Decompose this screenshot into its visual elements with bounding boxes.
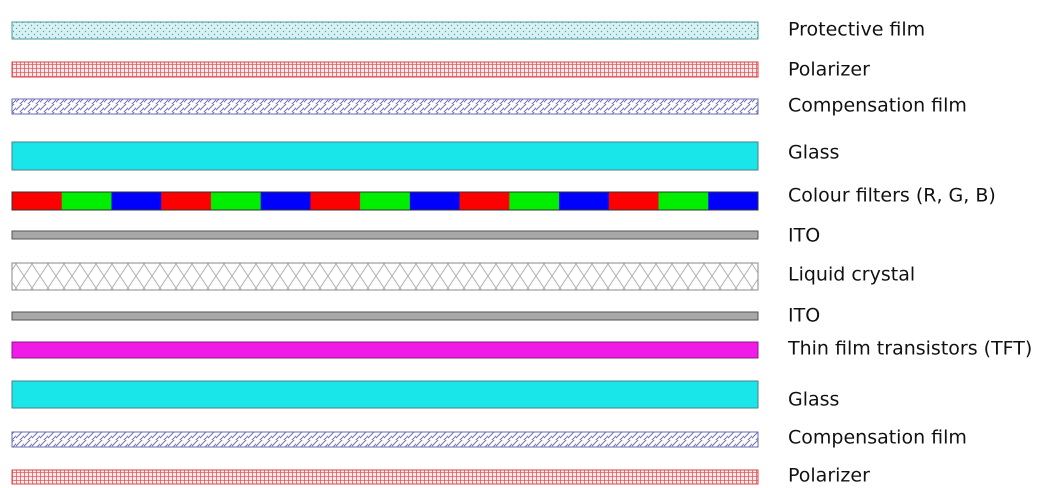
colour-filters-border bbox=[11, 191, 759, 211]
colour-filter-cell bbox=[360, 192, 411, 210]
glass-top-bar bbox=[11, 141, 759, 171]
colour-filter-cell bbox=[708, 192, 759, 210]
layer-ito-bottom: ITO bbox=[11, 305, 820, 327]
ito-top-bar bbox=[11, 230, 759, 240]
polarizer-bottom-label: Polarizer bbox=[788, 465, 870, 487]
colour-filter-cell bbox=[161, 192, 212, 210]
colour-filter-cell bbox=[12, 192, 63, 210]
colour-filter-cell bbox=[111, 192, 162, 210]
layer-ito-top: ITO bbox=[11, 225, 820, 247]
colour-filter-cell bbox=[658, 192, 709, 210]
colour-filter-cell bbox=[210, 192, 261, 210]
layer-colour-filters: Colour filters (R, G, B) bbox=[11, 185, 996, 211]
glass-bottom-bar bbox=[11, 380, 759, 409]
ito-bottom-label: ITO bbox=[788, 305, 820, 327]
layer-glass-bottom: Glass bbox=[11, 380, 839, 411]
layer-tft: Thin film transistors (TFT) bbox=[11, 338, 1032, 360]
ito-top-label: ITO bbox=[788, 225, 820, 247]
liquid-crystal-label: Liquid crystal bbox=[788, 264, 915, 286]
colour-filter-cell bbox=[608, 192, 659, 210]
colour-filter-cell bbox=[459, 192, 510, 210]
glass-top-label: Glass bbox=[788, 142, 839, 164]
colour-filter-cell bbox=[61, 192, 112, 210]
layer-liquid-crystal: Liquid crystal bbox=[11, 262, 915, 291]
colour-filter-cell bbox=[559, 192, 610, 210]
protective-film-bar bbox=[11, 21, 759, 40]
polarizer-top-bar bbox=[11, 61, 759, 78]
colour-filter-cell bbox=[409, 192, 460, 210]
glass-bottom-label: Glass bbox=[788, 389, 839, 411]
compensation-film-top-label: Compensation film bbox=[788, 95, 967, 117]
liquid-crystal-bar bbox=[11, 262, 759, 291]
layer-compensation-film-bottom: Compensation film bbox=[11, 427, 967, 449]
compensation-film-bottom-label: Compensation film bbox=[788, 427, 967, 449]
layer-compensation-film-top: Compensation film bbox=[11, 95, 967, 117]
colour-filters-label: Colour filters (R, G, B) bbox=[788, 185, 996, 207]
layer-polarizer-top: Polarizer bbox=[11, 59, 870, 81]
layer-protective-film: Protective film bbox=[11, 19, 925, 41]
tft-label: Thin film transistors (TFT) bbox=[787, 338, 1032, 360]
tft-bar bbox=[11, 341, 759, 359]
colour-filter-cell bbox=[260, 192, 311, 210]
layer-glass-top: Glass bbox=[11, 141, 839, 171]
compensation-film-bottom-bar bbox=[11, 431, 759, 448]
protective-film-label: Protective film bbox=[788, 19, 925, 41]
layer-polarizer-bottom: Polarizer bbox=[11, 465, 870, 487]
colour-filter-cell bbox=[509, 192, 560, 210]
compensation-film-top-bar bbox=[11, 98, 759, 115]
polarizer-bottom-bar bbox=[11, 469, 759, 485]
ito-bottom-bar bbox=[11, 311, 759, 321]
colour-filter-cell bbox=[310, 192, 361, 210]
polarizer-top-label: Polarizer bbox=[788, 59, 870, 81]
